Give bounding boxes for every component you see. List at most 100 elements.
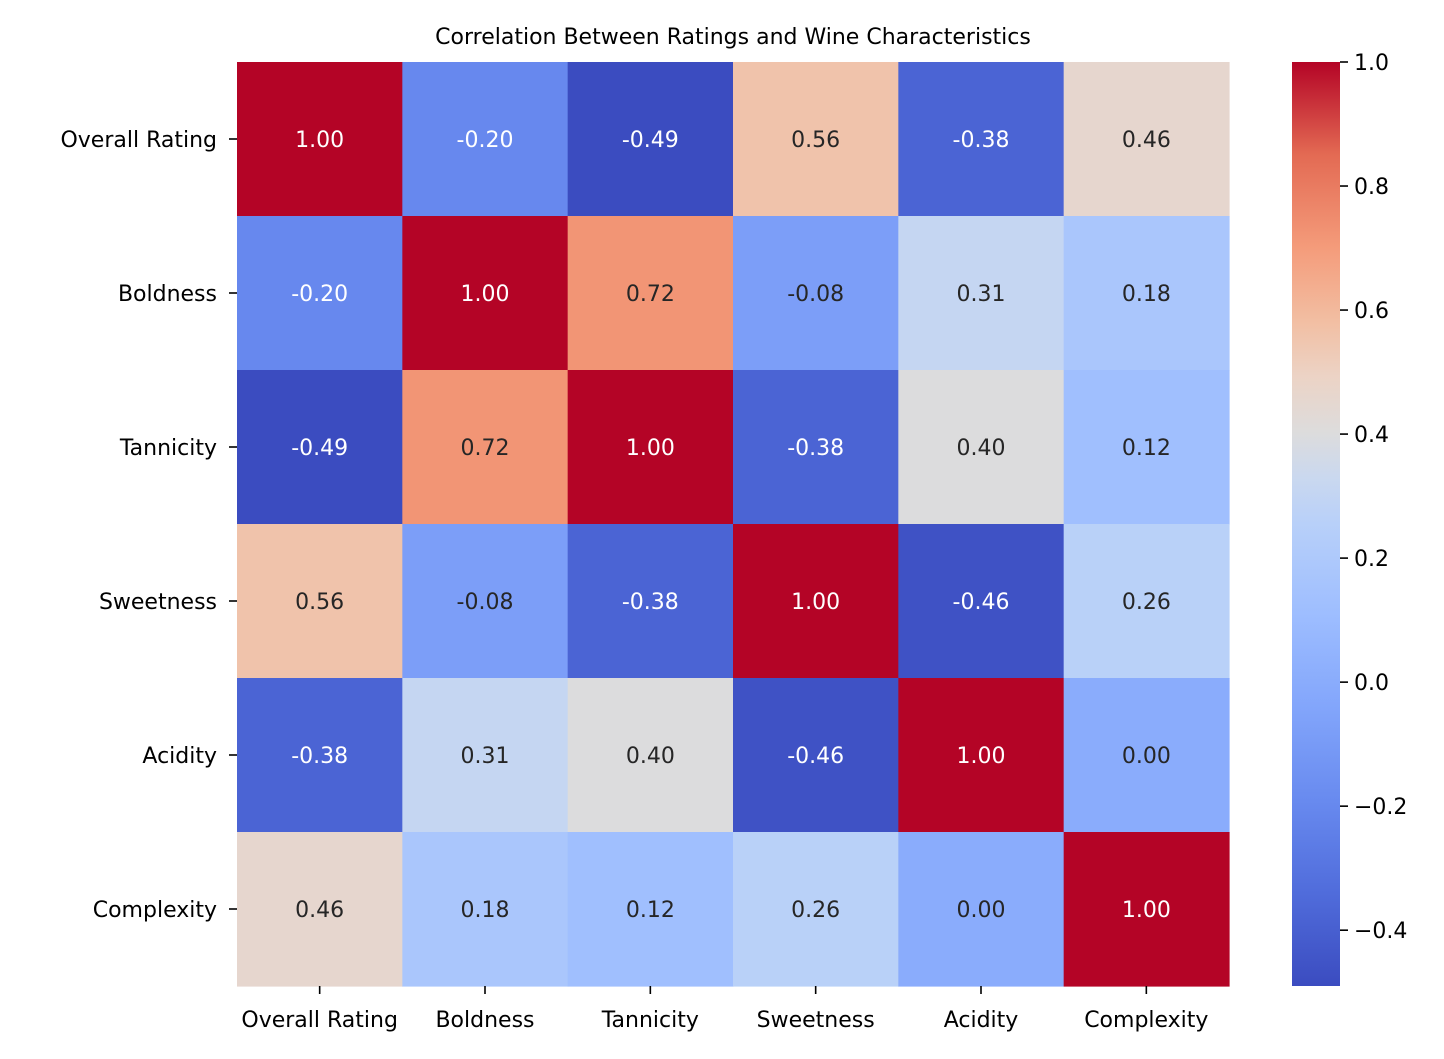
heatmap-cell <box>237 62 403 217</box>
cell-annotation: 0.72 <box>626 282 675 307</box>
cell-annotation: -0.38 <box>953 128 1010 153</box>
cell-annotation: 0.56 <box>295 590 344 615</box>
heatmap-cell <box>402 370 569 525</box>
cell-annotation: 0.26 <box>1122 590 1171 615</box>
heatmap-cell <box>567 370 734 525</box>
y-tick-label: Boldness <box>118 282 217 307</box>
cell-annotation: 0.31 <box>461 744 510 769</box>
colorbar-tick-label: 0.4 <box>1354 423 1389 448</box>
heatmap-cell <box>567 832 734 987</box>
heatmap-cell <box>1063 62 1230 217</box>
cell-annotation: 0.00 <box>1122 744 1171 769</box>
colorbar-tick-label: 0.6 <box>1354 299 1389 324</box>
heatmap-cell <box>402 678 569 833</box>
cell-annotation: -0.49 <box>622 128 679 153</box>
y-tick-label: Complexity <box>93 898 217 923</box>
heatmap-cell <box>237 678 403 833</box>
heatmap-cell <box>898 62 1065 217</box>
colorbar-tick-label: 0.8 <box>1354 175 1389 200</box>
heatmap-cell <box>237 832 403 987</box>
heatmap-cell <box>402 62 569 217</box>
heatmap-cell <box>1063 370 1230 525</box>
heatmap-cell <box>567 62 734 217</box>
cell-annotation: 1.00 <box>626 436 675 461</box>
x-tick-label: Tannicity <box>601 1008 699 1033</box>
cell-annotation: -0.38 <box>622 590 679 615</box>
cell-annotation: 1.00 <box>957 744 1006 769</box>
cell-annotation: -0.38 <box>787 436 844 461</box>
heatmap-cell <box>733 678 899 833</box>
heatmap-cell <box>237 216 403 371</box>
colorbar-tick-label: −0.2 <box>1354 795 1407 820</box>
y-tick-label: Acidity <box>142 744 217 769</box>
x-axis: Overall Rating Boldness Tannicity Sweetness… <box>241 986 1208 1033</box>
heatmap-cell <box>237 370 403 525</box>
colorbar: −0.4 −0.2 0.0 0.2 0.4 0.6 0.8 1.0 <box>1292 51 1407 986</box>
heatmap-cell <box>567 678 734 833</box>
x-tick-label: Sweetness <box>757 1008 875 1033</box>
colorbar-tick-label: 0.2 <box>1354 547 1389 572</box>
cell-annotation: -0.20 <box>457 128 514 153</box>
heatmap-cell <box>733 216 899 371</box>
heatmap-cell <box>402 832 569 987</box>
cell-annotation: 0.00 <box>957 898 1006 923</box>
x-tick-label: Boldness <box>435 1008 534 1033</box>
cell-annotation: 0.46 <box>1122 128 1171 153</box>
heatmap-cell <box>733 370 899 525</box>
cell-annotation: 0.12 <box>626 898 675 923</box>
heatmap-cell <box>733 62 899 217</box>
cell-annotation: 0.46 <box>295 898 344 923</box>
heatmap-cell <box>402 216 569 371</box>
cell-annotations: 1.00 -0.20 -0.49 0.56 -0.38 0.46 -0.20 1.00 0.72… <box>291 128 1171 923</box>
colorbar-tick-label: 1.0 <box>1354 51 1389 76</box>
cell-annotation: 1.00 <box>461 282 510 307</box>
y-tick-label: Overall Rating <box>60 128 217 153</box>
x-tick-label: Overall Rating <box>241 1008 398 1033</box>
heatmap-cell <box>237 524 403 679</box>
cell-annotation: 0.56 <box>791 128 840 153</box>
heatmap-cell <box>733 832 899 987</box>
heatmap-cell <box>898 832 1065 987</box>
cell-annotation: 0.18 <box>461 898 510 923</box>
y-axis: Overall Rating Boldness Tannicity Sweetness… <box>60 128 237 923</box>
cell-annotation: -0.46 <box>787 744 844 769</box>
cell-annotation: -0.46 <box>953 590 1010 615</box>
cell-annotation: 0.18 <box>1122 282 1171 307</box>
colorbar-gradient <box>1292 62 1340 986</box>
y-tick-label: Sweetness <box>99 590 217 615</box>
colorbar-tick-label: 0.0 <box>1354 671 1389 696</box>
cell-annotation: -0.38 <box>291 744 348 769</box>
heatmap-cells <box>237 62 1230 987</box>
cell-annotation: 1.00 <box>791 590 840 615</box>
heatmap-cell <box>898 524 1065 679</box>
cell-annotation: 0.72 <box>461 436 510 461</box>
heatmap-cell <box>733 524 899 679</box>
cell-annotation: -0.20 <box>291 282 348 307</box>
heatmap-cell <box>567 216 734 371</box>
cell-annotation: 0.31 <box>957 282 1006 307</box>
x-tick-label: Complexity <box>1084 1008 1208 1033</box>
y-tick-label: Tannicity <box>119 436 217 461</box>
heatmap-cell <box>567 524 734 679</box>
heatmap-cell <box>1063 678 1230 833</box>
cell-annotation: 0.26 <box>791 898 840 923</box>
heatmap-cell <box>1063 524 1230 679</box>
cell-annotation: 1.00 <box>295 128 344 153</box>
cell-annotation: 0.12 <box>1122 436 1171 461</box>
cell-annotation: -0.08 <box>787 282 844 307</box>
heatmap-cell <box>1063 832 1230 987</box>
cell-annotation: -0.49 <box>291 436 348 461</box>
x-tick-label: Acidity <box>944 1008 1019 1033</box>
heatmap-cell <box>898 678 1065 833</box>
cell-annotation: 1.00 <box>1122 898 1171 923</box>
chart-title: Correlation Between Ratings and Wine Cha… <box>435 25 1031 50</box>
cell-annotation: 0.40 <box>626 744 675 769</box>
heatmap-cell <box>898 216 1065 371</box>
heatmap-cell <box>1063 216 1230 371</box>
heatmap-cell <box>898 370 1065 525</box>
cell-annotation: 0.40 <box>957 436 1006 461</box>
cell-annotation: -0.08 <box>457 590 514 615</box>
heatmap-cell <box>402 524 569 679</box>
